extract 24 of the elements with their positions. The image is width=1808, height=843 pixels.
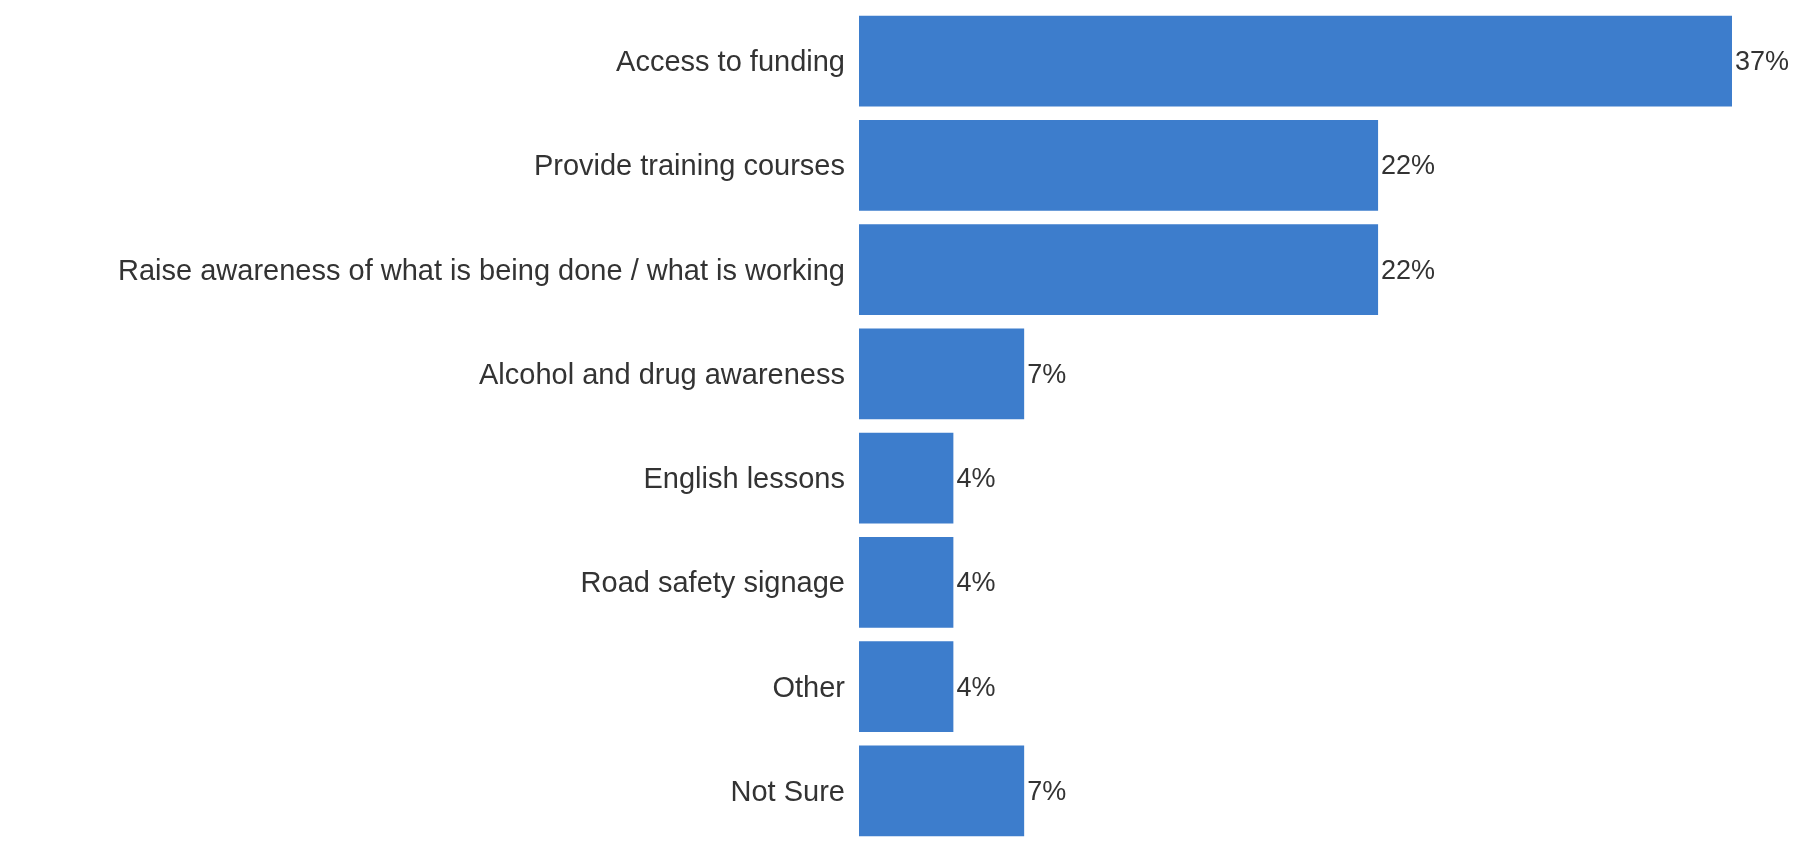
- data-label: 4%: [956, 463, 996, 494]
- bar: [859, 120, 1379, 211]
- data-label: 7%: [1027, 358, 1067, 389]
- bar: [859, 745, 1025, 837]
- bar: [859, 641, 954, 732]
- data-label: 4%: [956, 567, 996, 598]
- y-tick-label: Alcohol and drug awareness: [479, 357, 845, 390]
- bar: [859, 328, 1025, 420]
- bar: [859, 432, 954, 524]
- y-tick-label: Not Sure: [730, 774, 845, 807]
- y-tick-label: Raise awareness of what is being done / what is working: [118, 253, 845, 286]
- data-label: 7%: [1027, 775, 1067, 806]
- y-tick-label: Provide training courses: [533, 149, 845, 182]
- bar: [859, 224, 1379, 315]
- data-label: 22%: [1381, 150, 1436, 181]
- bar: [859, 15, 1732, 107]
- y-tick-label: English lessons: [643, 462, 845, 495]
- y-tick-label: Access to funding: [616, 45, 845, 78]
- y-tick-label: Road safety signage: [580, 566, 845, 599]
- y-tick-label: Other: [772, 670, 846, 703]
- bar: [859, 537, 954, 628]
- data-label: 37%: [1735, 46, 1790, 77]
- data-label: 4%: [956, 671, 996, 702]
- data-label: 22%: [1381, 254, 1436, 285]
